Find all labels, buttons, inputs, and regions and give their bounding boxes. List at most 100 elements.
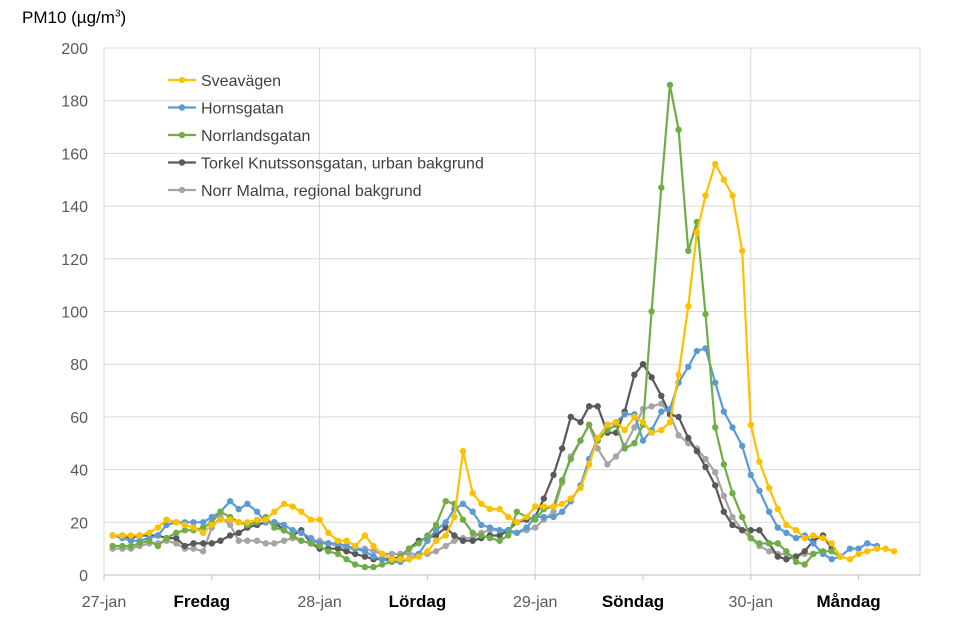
data-point <box>513 508 521 515</box>
data-point <box>280 527 288 534</box>
data-point <box>351 550 359 558</box>
data-point <box>774 540 781 547</box>
data-point <box>756 458 763 465</box>
series-norr-malma-regional-bakgrund <box>109 400 817 560</box>
data-point <box>351 561 359 568</box>
data-point <box>235 529 242 537</box>
data-point <box>361 553 369 560</box>
data-point <box>765 508 773 515</box>
data-point <box>127 537 135 544</box>
data-point <box>334 550 342 558</box>
data-point <box>729 513 736 521</box>
data-point <box>119 532 126 539</box>
data-point <box>181 527 189 534</box>
data-point <box>298 508 305 515</box>
data-point <box>173 540 180 547</box>
data-point <box>208 521 215 529</box>
series-line <box>112 83 841 569</box>
data-point <box>702 455 709 463</box>
data-point <box>783 521 790 529</box>
data-point <box>567 455 574 463</box>
data-point <box>424 532 431 539</box>
y-tick-label: 100 <box>61 305 88 322</box>
data-point <box>792 558 800 566</box>
data-point <box>451 513 458 521</box>
data-point <box>298 529 305 537</box>
data-point <box>685 363 692 371</box>
y-tick-label: 20 <box>70 515 88 532</box>
data-point <box>334 545 342 552</box>
data-point <box>693 347 701 355</box>
data-point <box>621 445 628 452</box>
data-point <box>648 374 655 381</box>
data-point <box>298 537 305 544</box>
data-point <box>801 534 808 542</box>
y-axis-title: PM10 (µg/m3) <box>22 8 126 28</box>
data-point <box>316 516 323 523</box>
x-day-label: Måndag <box>816 592 880 611</box>
series-hornsgatan <box>109 345 881 566</box>
data-point <box>675 432 682 439</box>
data-point <box>208 540 215 547</box>
data-point <box>765 540 773 547</box>
x-date-label: 28-jan <box>297 594 341 611</box>
data-point <box>370 548 377 555</box>
data-point <box>585 403 593 410</box>
data-point <box>792 527 800 534</box>
data-point <box>405 545 413 552</box>
data-point <box>235 537 242 544</box>
data-point <box>378 555 386 563</box>
data-point <box>594 403 601 410</box>
data-point <box>631 424 638 431</box>
data-point <box>837 553 844 560</box>
data-point <box>585 421 593 429</box>
legend-item: Norrlandsgatan <box>168 128 310 145</box>
data-point <box>621 411 628 418</box>
series-line <box>112 162 895 561</box>
data-point <box>478 500 485 508</box>
data-point <box>469 490 476 497</box>
data-point <box>127 532 135 539</box>
y-tick-label: 120 <box>61 252 88 269</box>
data-point <box>855 545 862 552</box>
data-point <box>154 524 162 531</box>
data-point <box>469 529 476 537</box>
x-date-label: 27-jan <box>82 594 126 611</box>
data-point <box>783 555 790 563</box>
data-point <box>442 498 449 505</box>
legend-label: Hornsgatan <box>201 101 284 118</box>
data-point <box>702 345 709 352</box>
data-point <box>343 537 350 544</box>
data-point <box>783 548 790 555</box>
data-point <box>658 184 665 191</box>
data-point <box>415 540 422 547</box>
data-point <box>558 476 566 484</box>
data-point <box>675 371 682 378</box>
data-point <box>432 527 440 534</box>
y-axis-title-sup: 3 <box>114 8 121 20</box>
data-point <box>432 537 440 544</box>
data-point <box>244 500 251 508</box>
data-point <box>648 308 655 315</box>
data-point <box>109 532 116 539</box>
data-point <box>424 548 431 555</box>
data-point <box>190 524 197 531</box>
legend-label: Norrlandsgatan <box>201 128 310 145</box>
data-point <box>594 445 601 452</box>
data-point <box>388 555 396 563</box>
data-point <box>226 532 234 539</box>
data-point <box>451 532 458 539</box>
data-point <box>621 426 628 434</box>
data-point <box>271 524 278 531</box>
data-point <box>747 471 754 479</box>
data-point <box>577 437 584 444</box>
data-point <box>648 403 655 410</box>
data-point <box>747 421 754 429</box>
data-point <box>343 542 350 550</box>
data-point <box>163 516 170 523</box>
data-point <box>432 548 440 555</box>
legend-item: Hornsgatan <box>168 101 284 118</box>
data-point <box>424 537 431 544</box>
data-point <box>693 229 701 236</box>
data-point <box>712 379 719 386</box>
